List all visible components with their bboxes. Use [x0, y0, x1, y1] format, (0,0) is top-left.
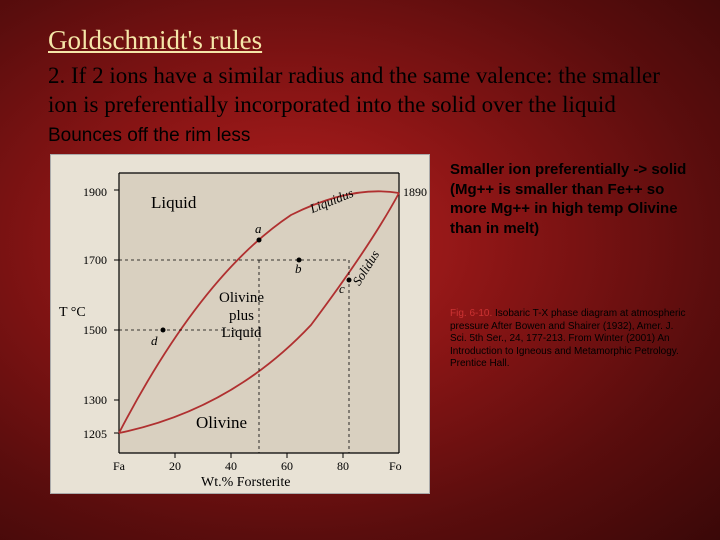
pt-c: c: [339, 281, 345, 297]
pt-a: a: [255, 221, 262, 237]
figure-caption: Fig. 6-10. Isobaric T-X phase diagram at…: [450, 308, 690, 371]
region-olivine: Olivine: [196, 413, 247, 433]
pt-d: d: [151, 333, 158, 349]
phase-diagram: T °C 1900 1700 1500 1300 1205 1890 Fa 20…: [50, 154, 430, 494]
rule-body: If 2 ions have a similar radius and the …: [48, 63, 660, 117]
rule-number: 2.: [48, 63, 65, 88]
bounce-annotation: Bounces off the rim less: [48, 125, 250, 146]
ytick-1700: 1700: [83, 253, 107, 268]
xtick-40: 40: [225, 459, 237, 474]
ytick-1300: 1300: [83, 393, 107, 408]
region-liquid: Liquid: [151, 193, 196, 213]
x-axis-label: Wt.% Forsterite: [201, 475, 290, 491]
rule-text: 2. If 2 ions have a similar radius and t…: [0, 60, 720, 148]
ytick-1205: 1205: [83, 427, 107, 442]
slide-title: Goldschmidt's rules: [0, 0, 720, 60]
ytick-1900: 1900: [83, 185, 107, 200]
figure-ref: Fig. 6-10.: [450, 308, 492, 319]
x-end-right: Fo: [389, 459, 402, 474]
y-axis-label: T °C: [59, 305, 86, 321]
xtick-20: 20: [169, 459, 181, 474]
region-mid: Olivine plus Liquid: [219, 290, 264, 342]
ytick-1500: 1500: [83, 323, 107, 338]
side-note: Smaller ion preferentially -> solid (Mg+…: [450, 160, 690, 238]
xtick-80: 80: [337, 459, 349, 474]
right-temp: 1890: [403, 185, 427, 200]
pt-b: b: [295, 261, 302, 277]
xtick-60: 60: [281, 459, 293, 474]
x-end-left: Fa: [113, 459, 125, 474]
